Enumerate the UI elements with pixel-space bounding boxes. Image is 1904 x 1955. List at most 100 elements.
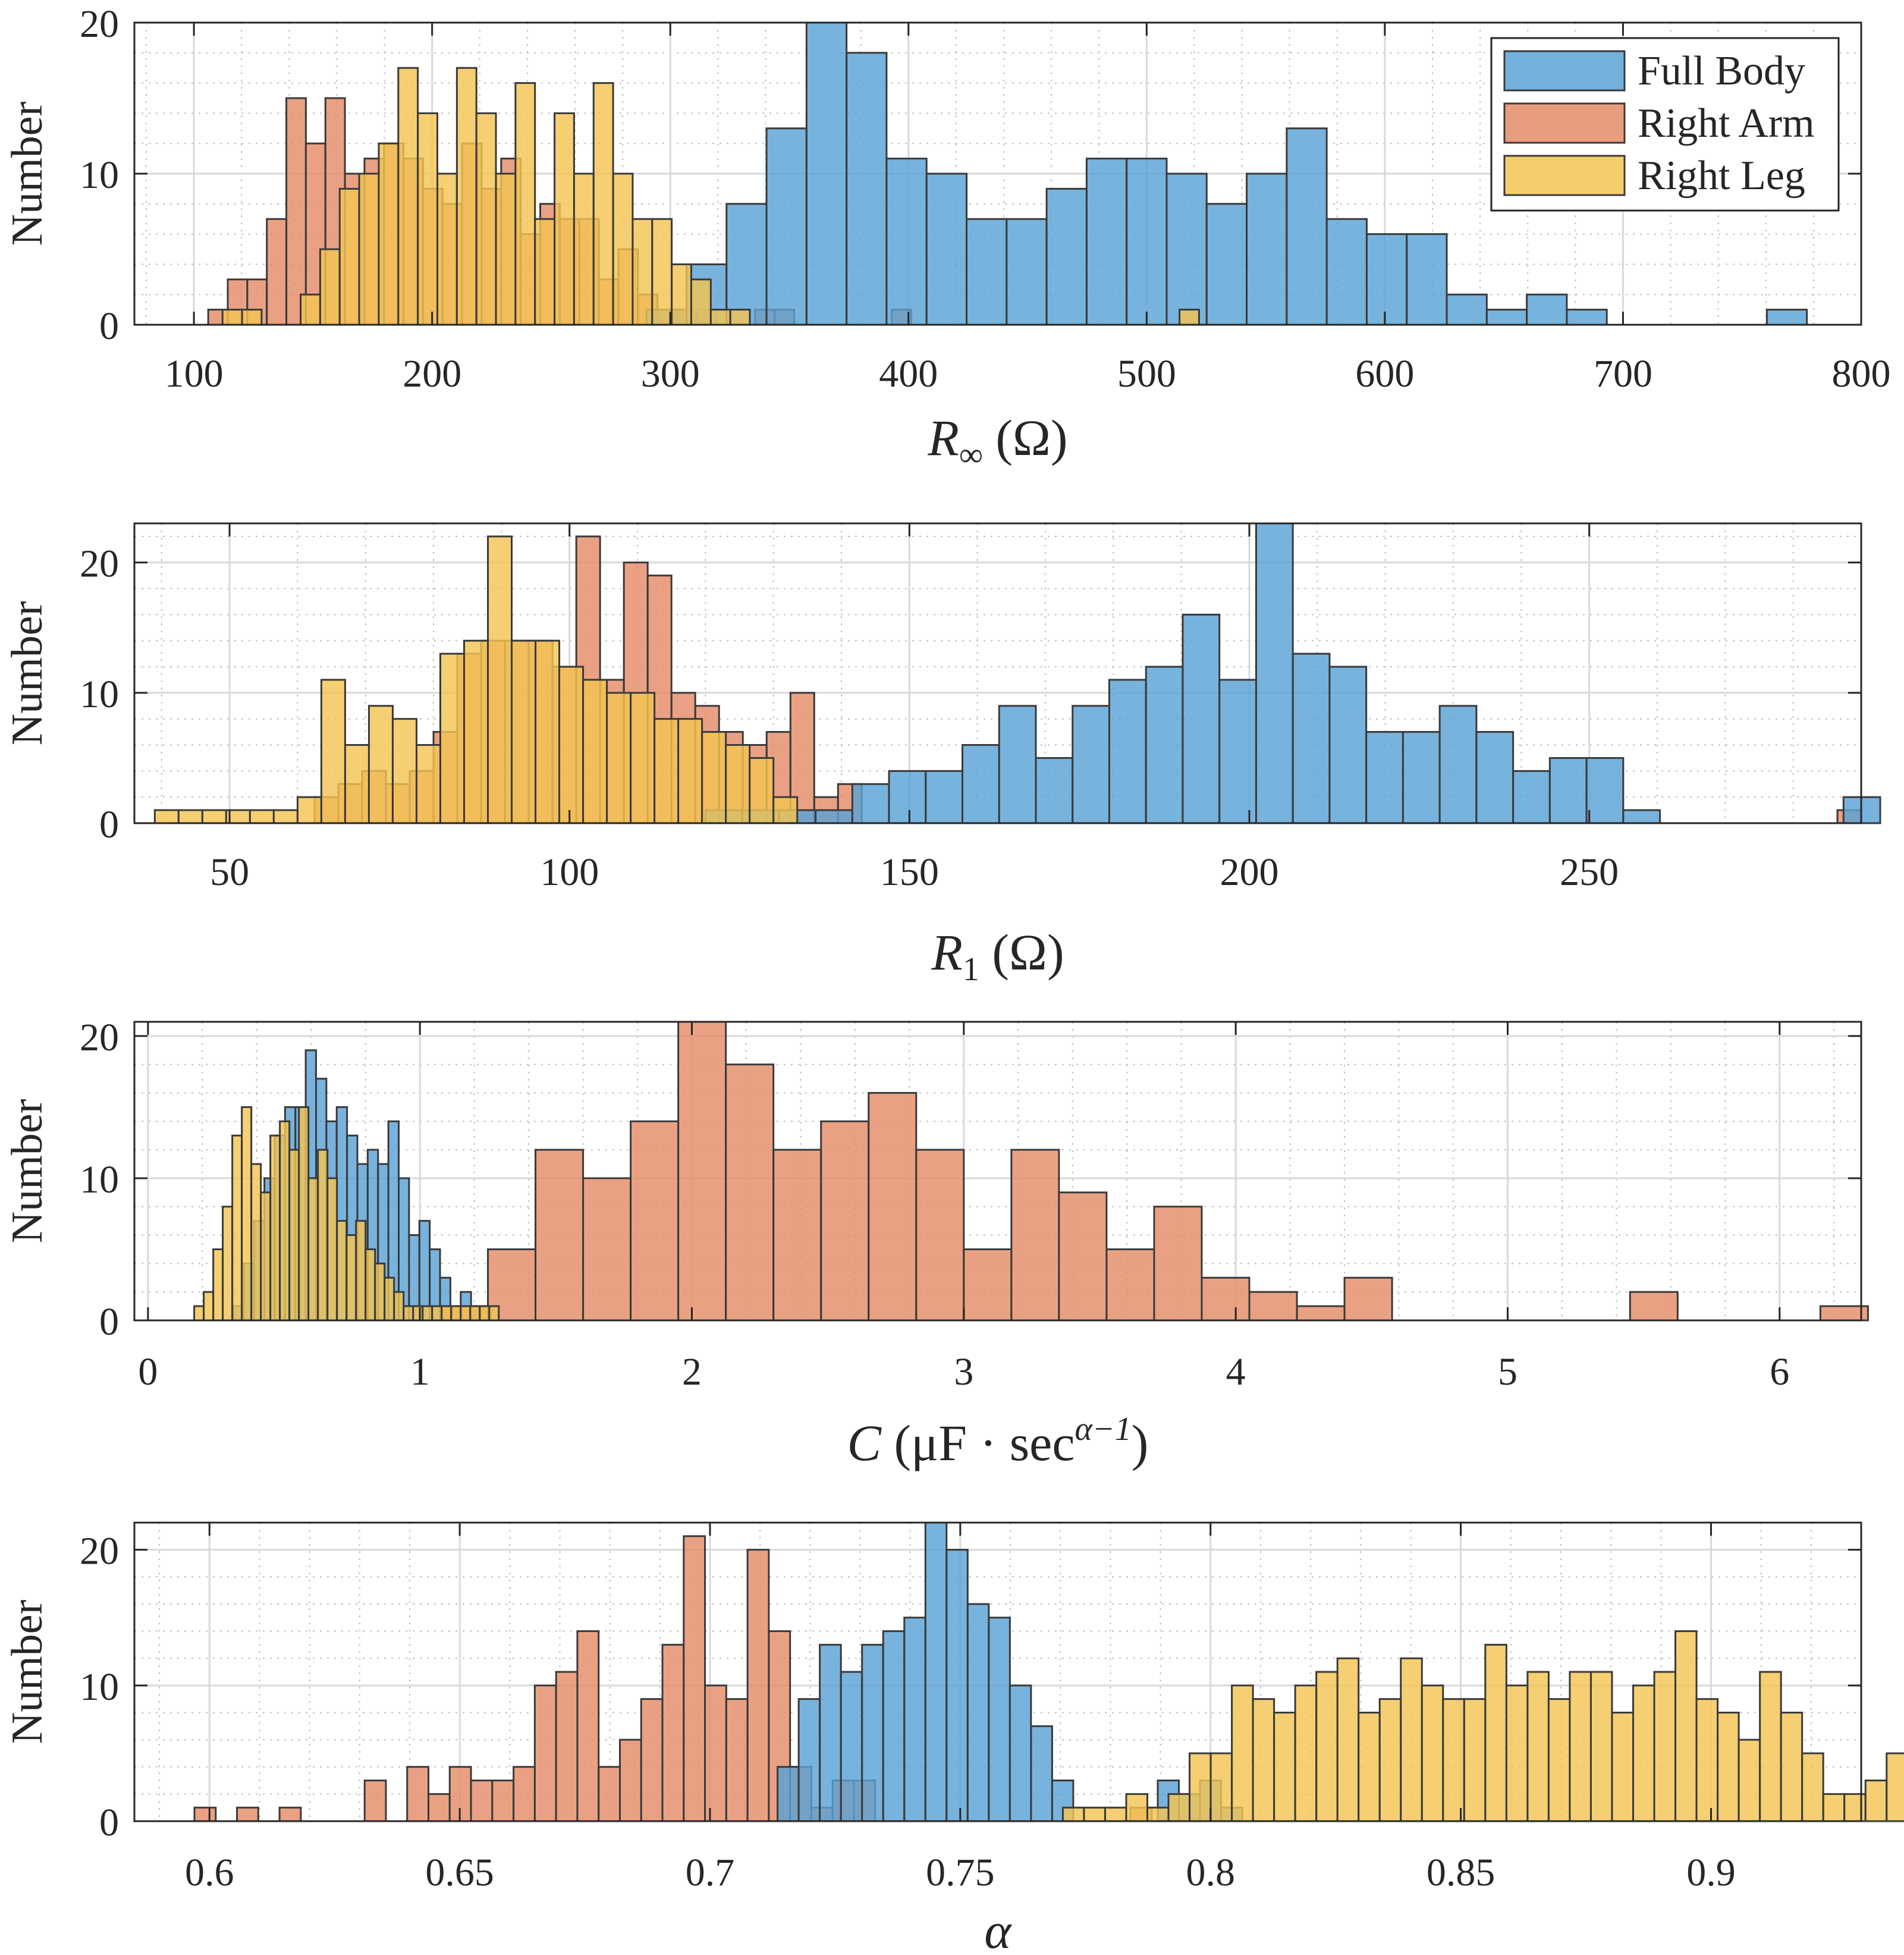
histogram-bar bbox=[177, 809, 203, 824]
histogram-bar bbox=[1165, 172, 1208, 326]
y-tick-label: 10 bbox=[80, 1665, 119, 1709]
histogram-bar bbox=[534, 218, 556, 326]
histogram-bar bbox=[1589, 1671, 1613, 1822]
histogram-bar bbox=[249, 809, 275, 824]
histogram-bar bbox=[618, 1739, 642, 1822]
histogram-bar bbox=[962, 744, 1000, 824]
histogram-bar bbox=[1292, 652, 1331, 824]
subplot-2: 50 100 150 200 250 0 10 20 Number R1 (Ω) bbox=[3, 522, 1881, 988]
histogram-bar bbox=[513, 1766, 536, 1822]
legend-swatch bbox=[1503, 155, 1626, 196]
histogram-bar bbox=[924, 1521, 948, 1822]
histogram-bar bbox=[1438, 705, 1478, 824]
histogram-bar bbox=[403, 1305, 414, 1322]
histogram-bar bbox=[469, 1305, 481, 1322]
histogram-bar bbox=[278, 1806, 302, 1822]
y-axis-label: Number bbox=[3, 1600, 52, 1744]
y-tick-label: 20 bbox=[80, 1530, 119, 1573]
histogram-bar bbox=[1058, 1191, 1108, 1322]
histogram-bar bbox=[573, 172, 595, 326]
histogram-bar bbox=[1400, 1657, 1423, 1822]
x-tick-label: 0.7 bbox=[686, 1851, 735, 1894]
histogram-bar bbox=[439, 652, 466, 824]
x-tick-label: 2 bbox=[682, 1350, 702, 1394]
x-tick-label: 4 bbox=[1226, 1350, 1246, 1394]
histogram-bar bbox=[288, 1148, 300, 1322]
histogram-bar bbox=[384, 1276, 395, 1322]
x-axis-label-part: (Ω) bbox=[979, 924, 1064, 981]
histogram-bar bbox=[903, 1617, 926, 1822]
histogram-bar bbox=[272, 809, 299, 824]
histogram-bar bbox=[514, 82, 536, 326]
histogram-bar bbox=[344, 744, 370, 824]
histogram-bar bbox=[1566, 309, 1608, 326]
subplot-4: 0.6 0.65 0.7 0.75 0.8 0.85 0.9 0 10 20 Number α bbox=[3, 1521, 1904, 1955]
histogram-bar bbox=[630, 692, 656, 824]
histogram-bar bbox=[1246, 172, 1288, 326]
histogram-bar bbox=[582, 1177, 632, 1322]
histogram-bar bbox=[820, 1120, 870, 1322]
x-tick-label: 100 bbox=[540, 851, 599, 894]
histogram-bar bbox=[367, 705, 394, 824]
histogram-bar bbox=[945, 1549, 969, 1822]
x-tick-label: 100 bbox=[165, 352, 224, 396]
histogram-bar bbox=[365, 1248, 376, 1322]
histogram-bar bbox=[1759, 1671, 1782, 1822]
histogram-bar bbox=[885, 158, 928, 326]
histogram-bar bbox=[1248, 1291, 1298, 1322]
histogram-bar bbox=[1125, 1793, 1149, 1822]
y-axis-label: Number bbox=[3, 1099, 52, 1244]
x-axis-label: R∞ (Ω) bbox=[927, 409, 1067, 473]
histogram-bar bbox=[690, 278, 712, 326]
histogram-bar bbox=[326, 1177, 338, 1322]
histogram-bar bbox=[338, 187, 360, 326]
histogram-bar bbox=[298, 1106, 310, 1322]
histogram-bar bbox=[1653, 1671, 1677, 1822]
histogram-bar bbox=[1252, 1698, 1275, 1822]
histogram-bar bbox=[241, 309, 263, 326]
histogram-bar bbox=[1072, 705, 1111, 824]
axes-box bbox=[133, 522, 1862, 824]
histogram-bar bbox=[998, 705, 1037, 824]
histogram-bar bbox=[475, 112, 497, 326]
series-right-arm bbox=[439, 1021, 1869, 1322]
x-axis-label-part: (μF · sec bbox=[881, 1414, 1075, 1471]
histogram-bar bbox=[307, 1177, 319, 1322]
histogram-bar bbox=[1421, 1684, 1444, 1822]
histogram-bar bbox=[487, 535, 513, 824]
histogram-bar bbox=[725, 203, 768, 326]
histogram-bar bbox=[1145, 666, 1184, 824]
series-right-leg bbox=[1061, 1630, 1904, 1822]
histogram-bar bbox=[266, 218, 288, 326]
histogram-bar bbox=[300, 293, 321, 326]
histogram-bar bbox=[1153, 1206, 1203, 1322]
x-axis-label-part: 1 bbox=[963, 951, 979, 988]
histogram-bar bbox=[320, 679, 346, 824]
y-tick-label: 10 bbox=[80, 673, 119, 716]
histogram-bar bbox=[450, 1305, 462, 1322]
histogram-bar bbox=[1085, 158, 1128, 326]
y-tick-label: 0 bbox=[99, 1300, 119, 1344]
series-right-leg bbox=[153, 535, 799, 824]
histogram-bar bbox=[412, 1305, 424, 1322]
histogram-bar bbox=[671, 263, 692, 326]
histogram-bar bbox=[677, 1021, 727, 1322]
x-tick-label: 150 bbox=[880, 851, 939, 894]
histogram-bar bbox=[1585, 757, 1625, 824]
x-tick-label: 200 bbox=[403, 352, 461, 396]
histogram-bar bbox=[725, 1698, 749, 1822]
x-tick-label: 50 bbox=[210, 851, 249, 894]
histogram-bar bbox=[1485, 309, 1528, 326]
histogram-bar bbox=[1378, 1698, 1402, 1822]
histogram-bar bbox=[765, 127, 808, 326]
histogram-bar bbox=[1801, 1752, 1824, 1822]
histogram-bar bbox=[777, 1766, 800, 1822]
x-tick-label: 0.75 bbox=[926, 1851, 995, 1894]
histogram-bar bbox=[431, 1305, 443, 1322]
histogram-bar bbox=[460, 1305, 472, 1322]
histogram-bar bbox=[1294, 1684, 1318, 1822]
series-right-leg bbox=[221, 67, 1200, 326]
histogram-bar bbox=[963, 1248, 1013, 1322]
x-axis-label-part: ∞ bbox=[959, 437, 983, 473]
series-full-body bbox=[777, 1521, 1243, 1822]
